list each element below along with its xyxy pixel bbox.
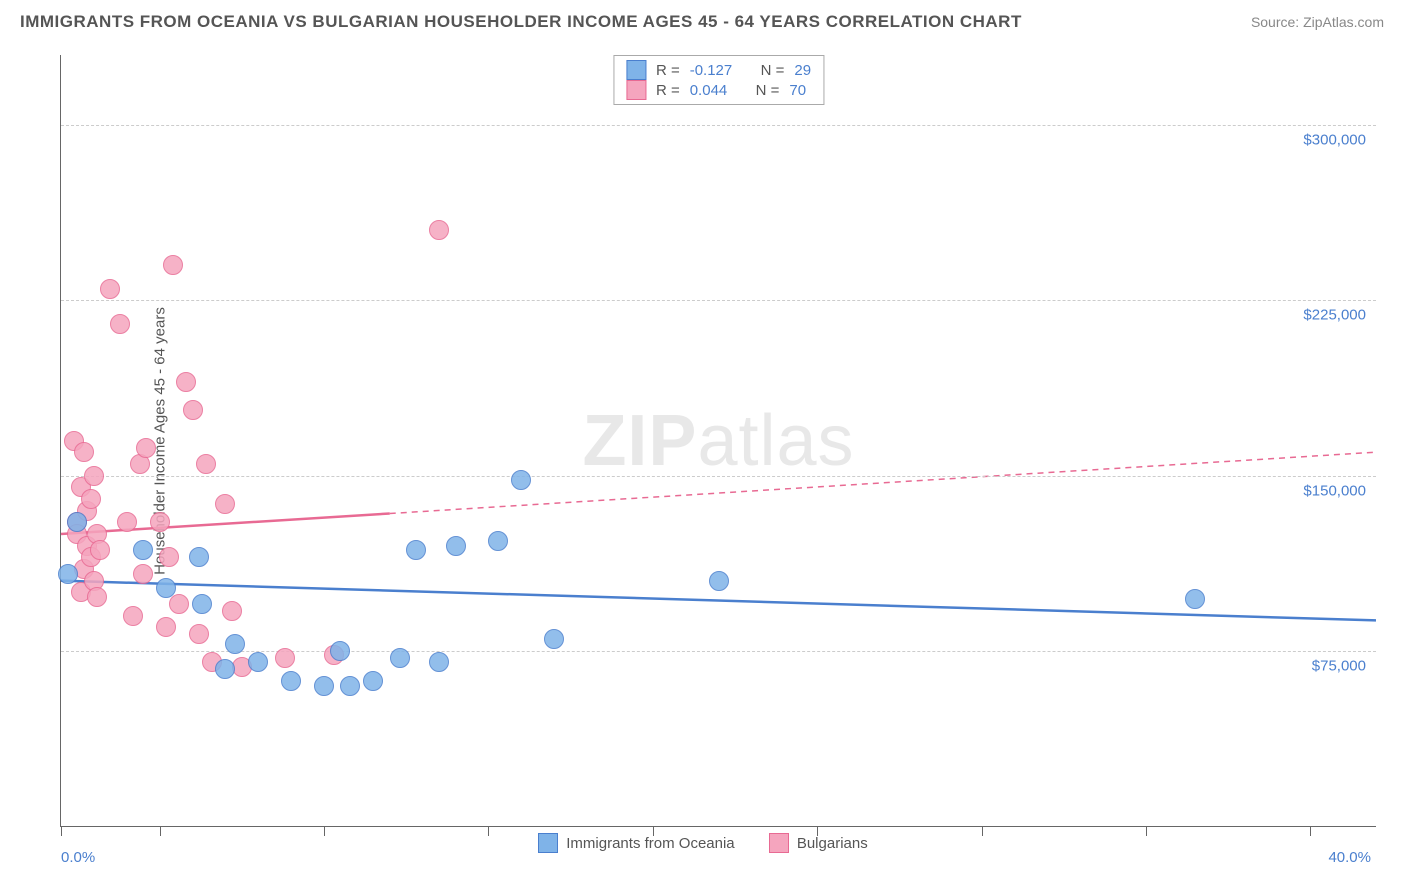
data-point (74, 442, 94, 462)
legend-item-oceania: Immigrants from Oceania (538, 833, 734, 853)
data-point (136, 438, 156, 458)
data-point (100, 279, 120, 299)
source-label: Source: ZipAtlas.com (1251, 14, 1384, 30)
legend-label-oceania: Immigrants from Oceania (566, 835, 734, 852)
legend-row-oceania: R = -0.127 N = 29 (626, 60, 811, 80)
data-point (196, 454, 216, 474)
data-point (110, 314, 130, 334)
data-point (133, 540, 153, 560)
data-point (1185, 589, 1205, 609)
data-point (87, 587, 107, 607)
legend-row-bulgarians: R = 0.044 N = 70 (626, 80, 811, 100)
legend-label-bulgarians: Bulgarians (797, 835, 868, 852)
data-point (176, 372, 196, 392)
data-point (169, 594, 189, 614)
data-point (159, 547, 179, 567)
chart-container: IMMIGRANTS FROM OCEANIA VS BULGARIAN HOU… (0, 0, 1406, 892)
data-point (189, 624, 209, 644)
n-label: N = (761, 62, 785, 79)
data-point (215, 494, 235, 514)
data-point (275, 648, 295, 668)
y-tick-label: $150,000 (1303, 482, 1366, 499)
data-point (544, 629, 564, 649)
data-point (406, 540, 426, 560)
watermark-thin: atlas (697, 401, 854, 481)
data-point (488, 531, 508, 551)
r-label: R = (656, 62, 680, 79)
r-label: R = (656, 82, 680, 99)
data-point (340, 676, 360, 696)
y-tick-label: $300,000 (1303, 132, 1366, 149)
data-point (150, 512, 170, 532)
correlation-legend: R = -0.127 N = 29 R = 0.044 N = 70 (613, 55, 824, 105)
data-point (390, 648, 410, 668)
series-legend: Immigrants from Oceania Bulgarians (0, 833, 1406, 857)
data-point (81, 489, 101, 509)
data-point (133, 564, 153, 584)
data-point (446, 536, 466, 556)
data-point (189, 547, 209, 567)
y-tick-label: $75,000 (1312, 657, 1366, 674)
swatch-bulgarians (769, 833, 789, 853)
r-value-bulgarians: 0.044 (690, 82, 728, 99)
data-point (90, 540, 110, 560)
data-point (58, 564, 78, 584)
gridline (61, 125, 1376, 126)
data-point (225, 634, 245, 654)
n-label: N = (756, 82, 780, 99)
n-value-oceania: 29 (794, 62, 811, 79)
data-point (709, 571, 729, 591)
watermark-bold: ZIP (582, 401, 697, 481)
data-point (183, 400, 203, 420)
r-value-oceania: -0.127 (690, 62, 733, 79)
watermark: ZIPatlas (582, 400, 854, 482)
trend-lines-svg (61, 55, 1376, 826)
data-point (215, 659, 235, 679)
data-point (248, 652, 268, 672)
data-point (163, 255, 183, 275)
data-point (429, 220, 449, 240)
data-point (192, 594, 212, 614)
plot-area: Householder Income Ages 45 - 64 years ZI… (60, 55, 1376, 827)
data-point (84, 466, 104, 486)
legend-item-bulgarians: Bulgarians (769, 833, 868, 853)
data-point (330, 641, 350, 661)
gridline (61, 300, 1376, 301)
swatch-oceania (538, 833, 558, 853)
data-point (67, 512, 87, 532)
swatch-bulgarians (626, 80, 646, 100)
data-point (156, 617, 176, 637)
data-point (123, 606, 143, 626)
chart-title: IMMIGRANTS FROM OCEANIA VS BULGARIAN HOU… (20, 12, 1022, 32)
data-point (363, 671, 383, 691)
data-point (511, 470, 531, 490)
data-point (117, 512, 137, 532)
swatch-oceania (626, 60, 646, 80)
data-point (222, 601, 242, 621)
gridline (61, 476, 1376, 477)
n-value-bulgarians: 70 (789, 82, 806, 99)
data-point (281, 671, 301, 691)
data-point (429, 652, 449, 672)
y-tick-label: $225,000 (1303, 307, 1366, 324)
data-point (314, 676, 334, 696)
data-point (156, 578, 176, 598)
